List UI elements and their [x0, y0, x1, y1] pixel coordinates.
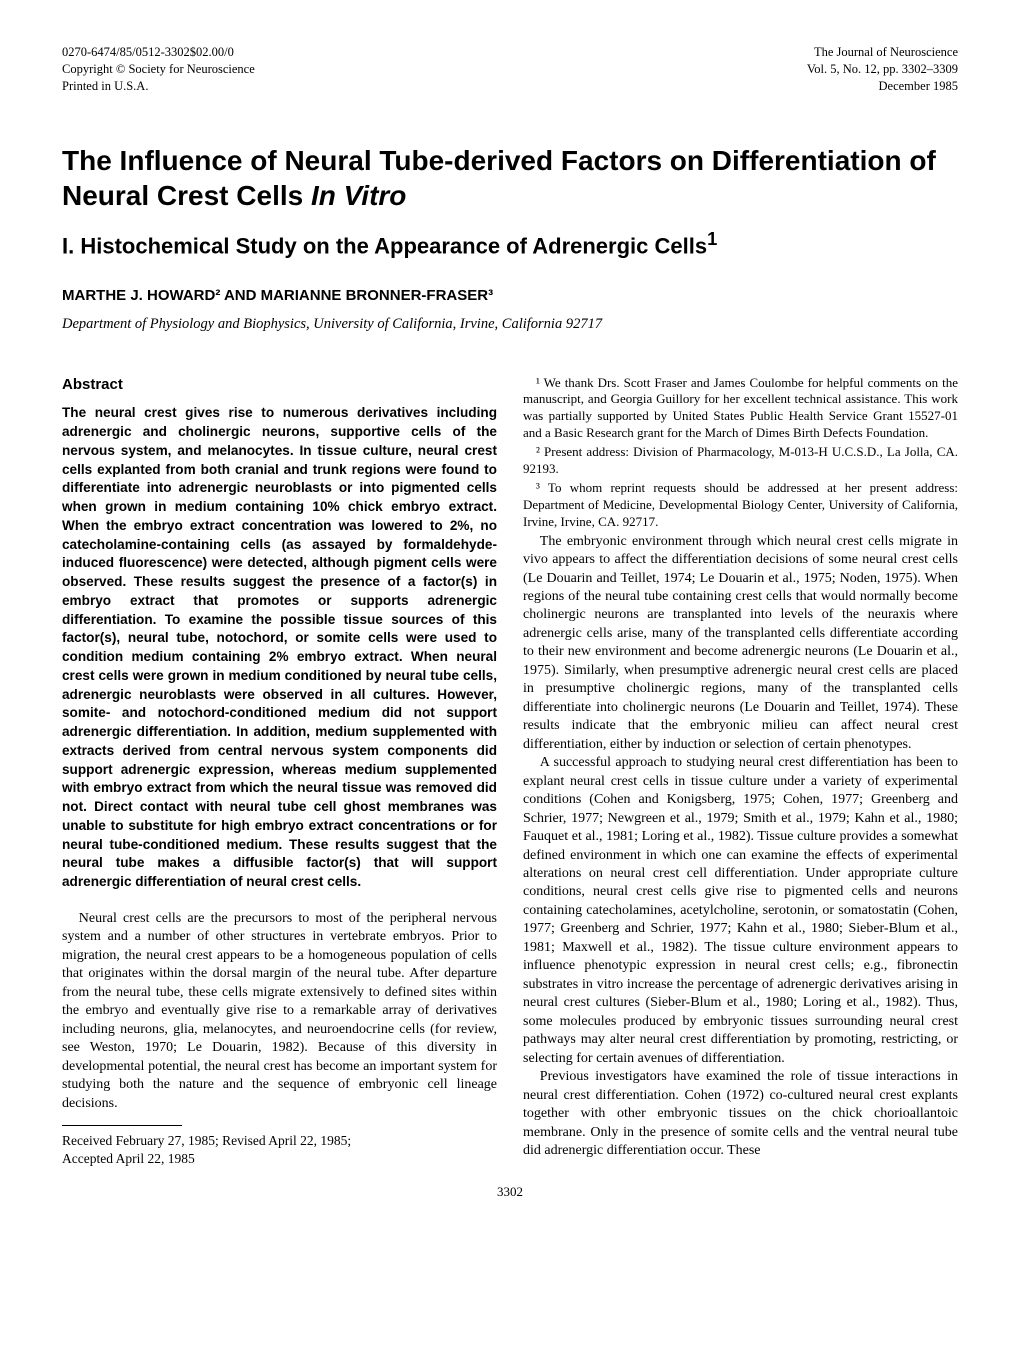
page-number: 3302 — [62, 1184, 958, 1200]
body-paragraph: A successful approach to studying neural… — [523, 754, 958, 1068]
copyright-line: Copyright © Society for Neuroscience — [62, 61, 255, 78]
received-dates: Received February 27, 1985; Revised Apri… — [62, 1132, 497, 1168]
journal-name: The Journal of Neuroscience — [807, 44, 958, 61]
title-line-1: The Influence of Neural Tube-derived Fac… — [62, 145, 936, 176]
footnote-rule — [62, 1125, 182, 1126]
title-line-2-plain: Neural Crest Cells — [62, 180, 311, 211]
footnote-1: ¹ We thank Drs. Scott Fraser and James C… — [523, 375, 958, 443]
body-paragraph: The embryonic environment through which … — [523, 533, 958, 755]
title-line-2-italic: In Vitro — [311, 180, 406, 211]
abstract-text: The neural crest gives rise to numerous … — [62, 404, 497, 892]
volume-issue: Vol. 5, No. 12, pp. 3302–3309 — [807, 61, 958, 78]
body-paragraph: Previous investigators have examined the… — [523, 1068, 958, 1160]
printed-line: Printed in U.S.A. — [62, 78, 255, 95]
subtitle-footnote-marker: 1 — [707, 228, 717, 249]
authors: MARTHE J. HOWARD² AND MARIANNE BRONNER-F… — [62, 287, 958, 304]
header-right: The Journal of Neuroscience Vol. 5, No. … — [807, 44, 958, 95]
abstract-heading: Abstract — [62, 375, 497, 395]
footnote-3: ³ To whom reprint requests should be add… — [523, 480, 958, 531]
journal-header: 0270-6474/85/0512-3302$02.00/0 Copyright… — [62, 44, 958, 95]
subtitle-text: I. Histochemical Study on the Appearance… — [62, 233, 707, 258]
accepted-line: Accepted April 22, 1985 — [62, 1151, 195, 1166]
affiliation: Department of Physiology and Biophysics,… — [62, 316, 958, 333]
footnote-2: ² Present address: Division of Pharmacol… — [523, 444, 958, 478]
publication-date: December 1985 — [807, 78, 958, 95]
issn-line: 0270-6474/85/0512-3302$02.00/0 — [62, 44, 255, 61]
body-paragraph: Neural crest cells are the precursors to… — [62, 910, 497, 1113]
received-line: Received February 27, 1985; Revised Apri… — [62, 1133, 351, 1148]
two-column-body: Abstract The neural crest gives rise to … — [62, 375, 958, 1171]
article-title: The Influence of Neural Tube-derived Fac… — [62, 143, 958, 213]
article-subtitle: I. Histochemical Study on the Appearance… — [62, 227, 958, 261]
header-left: 0270-6474/85/0512-3302$02.00/0 Copyright… — [62, 44, 255, 95]
